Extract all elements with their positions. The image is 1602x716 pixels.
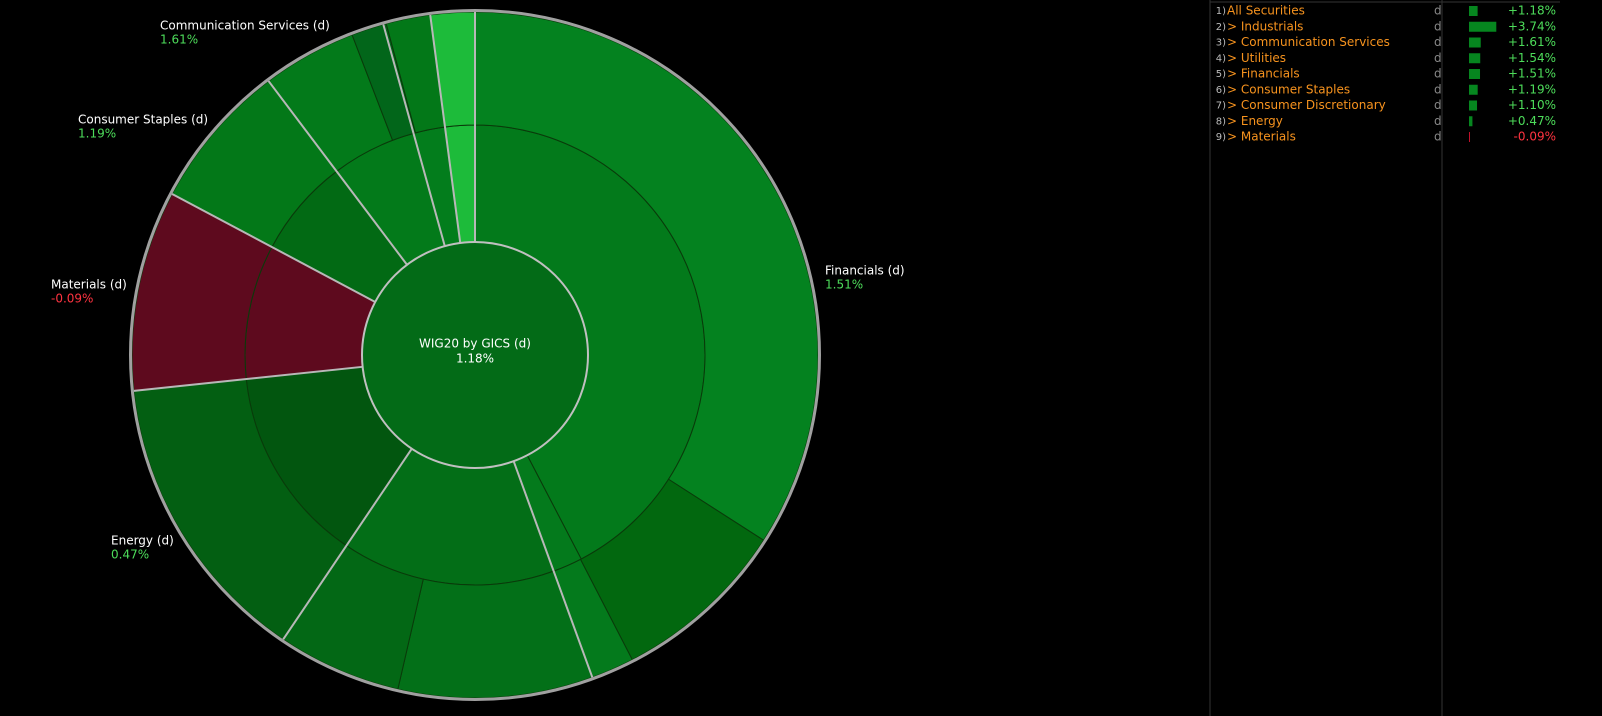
row-name[interactable]: All Securities — [1227, 4, 1305, 18]
sector-label: Energy (d) — [111, 534, 174, 548]
row-period: d — [1434, 67, 1442, 81]
row-period: d — [1434, 4, 1442, 18]
row-index: 2) — [1216, 22, 1226, 33]
change-bar — [1469, 100, 1478, 111]
outer-rim — [129, 9, 821, 701]
row-name[interactable]: > Communication Services — [1227, 35, 1390, 49]
center-value: 1.18% — [456, 352, 494, 366]
row-index: 7) — [1216, 101, 1226, 112]
sector-label: Financials (d) — [825, 264, 905, 278]
change-bar — [1469, 84, 1478, 95]
sector-divider — [171, 193, 376, 303]
sector-label: Materials (d) — [51, 278, 127, 292]
row-change: +1.18% — [1508, 4, 1556, 18]
sector-value: 0.47% — [111, 548, 149, 562]
row-period: d — [1434, 19, 1442, 33]
row-change: +1.61% — [1508, 35, 1556, 49]
sector-label: Communication Services (d) — [160, 19, 330, 33]
row-name[interactable]: > Energy — [1227, 114, 1283, 128]
row-index: 1) — [1216, 6, 1226, 17]
row-name[interactable]: > Consumer Staples — [1227, 82, 1350, 96]
row-change: -0.09% — [1514, 130, 1556, 144]
row-change: +3.74% — [1508, 19, 1556, 33]
row-period: d — [1434, 130, 1442, 144]
row-change: +1.19% — [1508, 82, 1556, 96]
sector-divider — [382, 24, 446, 247]
sector-divider — [133, 365, 363, 392]
change-bar — [1469, 116, 1473, 127]
row-period: d — [1434, 98, 1442, 112]
row-index: 9) — [1216, 132, 1226, 143]
change-bar — [1469, 132, 1470, 142]
sector-value: 1.51% — [825, 278, 863, 292]
sector-value: -0.09% — [51, 292, 93, 306]
row-index: 3) — [1216, 38, 1226, 49]
sector-divider — [429, 14, 462, 244]
row-name[interactable]: > Financials — [1227, 67, 1300, 81]
sector-label: Consumer Staples (d) — [78, 113, 208, 127]
sector-divider — [512, 460, 594, 678]
row-name[interactable]: > Materials — [1227, 130, 1296, 144]
row-period: d — [1434, 51, 1442, 65]
row-name[interactable]: > Consumer Discretionary — [1227, 98, 1386, 112]
row-name[interactable]: > Industrials — [1227, 19, 1303, 33]
change-bar — [1469, 6, 1478, 16]
sector-value: 1.61% — [160, 33, 198, 47]
sector-divider — [282, 448, 413, 640]
row-period: d — [1434, 114, 1442, 128]
row-index: 8) — [1216, 116, 1226, 127]
center-title: WIG20 by GICS (d) — [419, 337, 531, 351]
row-index: 6) — [1216, 85, 1226, 96]
change-bar — [1469, 53, 1481, 64]
center-disc — [361, 241, 589, 469]
ring-segment — [474, 11, 819, 541]
row-index: 5) — [1216, 69, 1226, 80]
row-change: +1.54% — [1508, 51, 1556, 65]
row-change: +1.10% — [1508, 98, 1556, 112]
sector-divider — [267, 80, 408, 266]
change-bar — [1469, 37, 1481, 48]
sector-value: 1.19% — [78, 127, 116, 141]
row-period: d — [1434, 35, 1442, 49]
row-period: d — [1434, 82, 1442, 96]
change-bar — [1469, 21, 1497, 32]
change-bar — [1469, 69, 1481, 79]
sunburst — [129, 9, 821, 701]
table: 1) All Securities d +1.18% 2) > Industrials d +… — [1216, 4, 1556, 144]
row-change: +0.47% — [1508, 114, 1556, 128]
row-change: +1.51% — [1508, 67, 1556, 81]
row-name[interactable]: > Utilities — [1227, 51, 1286, 65]
row-index: 4) — [1216, 53, 1226, 64]
